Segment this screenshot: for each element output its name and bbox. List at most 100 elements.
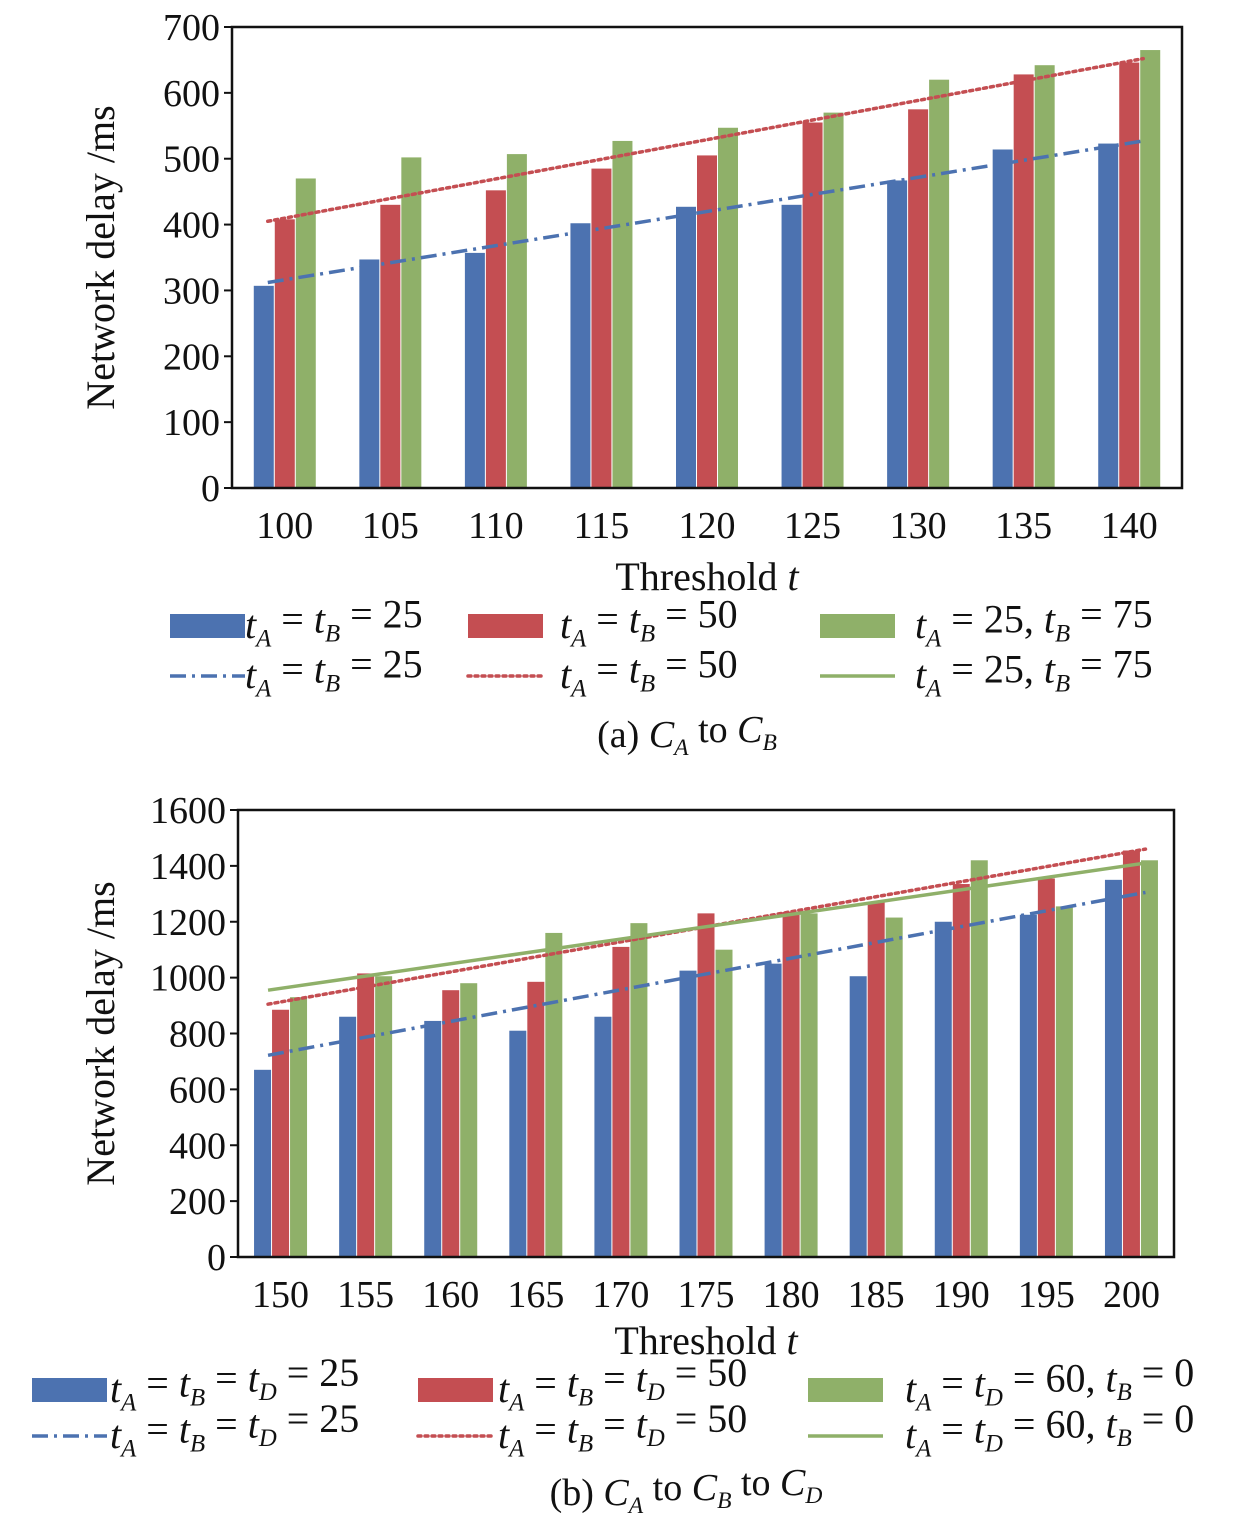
bar-s3: [1140, 860, 1158, 1257]
x-tick-label: 190: [933, 1274, 990, 1316]
bar-s1: [764, 963, 782, 1257]
legend-bar-label: tA = tB = 25: [245, 591, 423, 652]
bar-s1: [1104, 879, 1122, 1257]
bar-s1: [339, 1016, 357, 1257]
y-axis-label: Network delay /ms: [78, 881, 123, 1185]
bar-s3: [545, 932, 563, 1257]
x-tick-label: 150: [252, 1274, 309, 1316]
bar-s2: [1013, 74, 1034, 488]
legend-bar-label: tA = 25, tB = 75: [915, 591, 1153, 652]
bar-s2: [591, 168, 612, 489]
bar-s3: [885, 917, 903, 1257]
bar-s3: [718, 127, 738, 489]
x-tick-label: 175: [678, 1274, 735, 1316]
bar-s1: [570, 223, 591, 489]
x-tick-label: 105: [362, 505, 419, 547]
legend-bar-swatch: [820, 614, 895, 638]
bar-s1: [253, 285, 274, 488]
bar-s2: [272, 1009, 290, 1257]
bar-s2: [442, 990, 460, 1257]
trend-line-s2: [266, 56, 1145, 224]
legend-bar-label: tA = tB = tD = 25: [110, 1350, 359, 1417]
bar-s2: [1037, 878, 1055, 1257]
x-tick-label: 135: [995, 505, 1052, 547]
y-tick-label: 100: [163, 402, 220, 444]
y-tick-label: 700: [163, 7, 220, 49]
bar-s3: [970, 860, 988, 1257]
bar-s1: [934, 921, 952, 1257]
x-tick-label: 100: [256, 505, 313, 547]
y-tick-label: 1000: [150, 958, 226, 1000]
x-axis-label: Threshold t: [614, 1318, 798, 1363]
bar-s2: [908, 109, 929, 489]
bar-s1: [781, 204, 802, 489]
x-tick-label: 195: [1018, 1274, 1075, 1316]
x-tick-label: 160: [422, 1274, 479, 1316]
trend-line-s3: [267, 861, 1146, 992]
bar-s3: [401, 157, 422, 488]
bar-s2: [612, 946, 630, 1257]
bar-s2: [697, 155, 717, 488]
bar-s2: [1119, 62, 1140, 488]
x-tick-label: 115: [574, 505, 630, 547]
y-tick-label: 1400: [150, 846, 226, 888]
bar-s2: [1122, 850, 1140, 1257]
y-tick-label: 200: [163, 336, 220, 378]
y-tick-label: 600: [169, 1069, 226, 1111]
x-tick-label: 180: [763, 1274, 820, 1316]
bar-s1: [254, 1069, 272, 1257]
x-tick-label: 130: [890, 505, 947, 547]
bar-s3: [460, 983, 478, 1257]
bar-s3: [295, 178, 316, 488]
legend-line-label: tA = tB = 25: [245, 641, 423, 702]
bar-s2: [802, 122, 823, 488]
bar-s1: [679, 970, 697, 1257]
y-tick-label: 200: [169, 1181, 226, 1223]
legend-bar-swatch: [170, 614, 245, 638]
y-tick-label: 400: [169, 1125, 226, 1167]
y-tick-label: 400: [163, 205, 220, 247]
bar-s3: [929, 79, 950, 488]
plot-frame: [236, 808, 1176, 1259]
bar-s3: [630, 923, 648, 1257]
bar-s1: [594, 1016, 612, 1257]
legend-line-label: tA = tB = tD = 25: [110, 1396, 359, 1463]
bar-s3: [375, 976, 393, 1257]
bar-s1: [849, 976, 867, 1257]
figure-caption: (b) CA to CB to CD: [550, 1462, 823, 1519]
legend-bar-swatch: [808, 1378, 883, 1402]
bar-s1: [992, 149, 1013, 488]
bar-s2: [274, 219, 295, 488]
legend-bar-swatch: [418, 1378, 493, 1402]
x-tick-label: 165: [507, 1274, 564, 1316]
legend-line-label: tA = tB = tD = 50: [498, 1396, 747, 1463]
legend-line-label: tA = tB = 50: [560, 641, 738, 702]
bar-s2: [867, 902, 885, 1257]
bar-s3: [800, 913, 818, 1257]
bar-s1: [359, 259, 380, 488]
bar-s1: [676, 206, 696, 489]
x-tick-label: 170: [592, 1274, 649, 1316]
legend-bar-label: tA = tB = tD = 50: [498, 1350, 747, 1417]
y-tick-label: 600: [163, 73, 220, 115]
bar-s1: [464, 252, 485, 488]
bar-s3: [290, 997, 308, 1257]
bar-s1: [509, 1030, 527, 1257]
figure-caption: (a) CA to CB: [597, 709, 777, 761]
bar-s1: [424, 1020, 442, 1257]
legend-bar-swatch: [468, 614, 543, 638]
x-tick-label: 110: [468, 505, 524, 547]
y-tick-label: 1200: [150, 902, 226, 944]
bar-s2: [485, 190, 506, 488]
bar-s3: [715, 949, 733, 1257]
bar-s2: [697, 913, 715, 1257]
bar-s1: [887, 180, 908, 488]
y-tick-label: 800: [169, 1014, 226, 1056]
bar-s3: [1055, 906, 1073, 1257]
chart-panel-b: 0 200 400 600 800 1000 1200 1400 1600 150 155 160 16…: [32, 790, 1194, 1519]
plot-frame: [230, 25, 1184, 490]
x-tick-label: 185: [848, 1274, 905, 1316]
y-axis-label: Network delay /ms: [78, 105, 123, 409]
legend-bar-label: tA = tD = 60, tB = 0: [905, 1350, 1194, 1417]
